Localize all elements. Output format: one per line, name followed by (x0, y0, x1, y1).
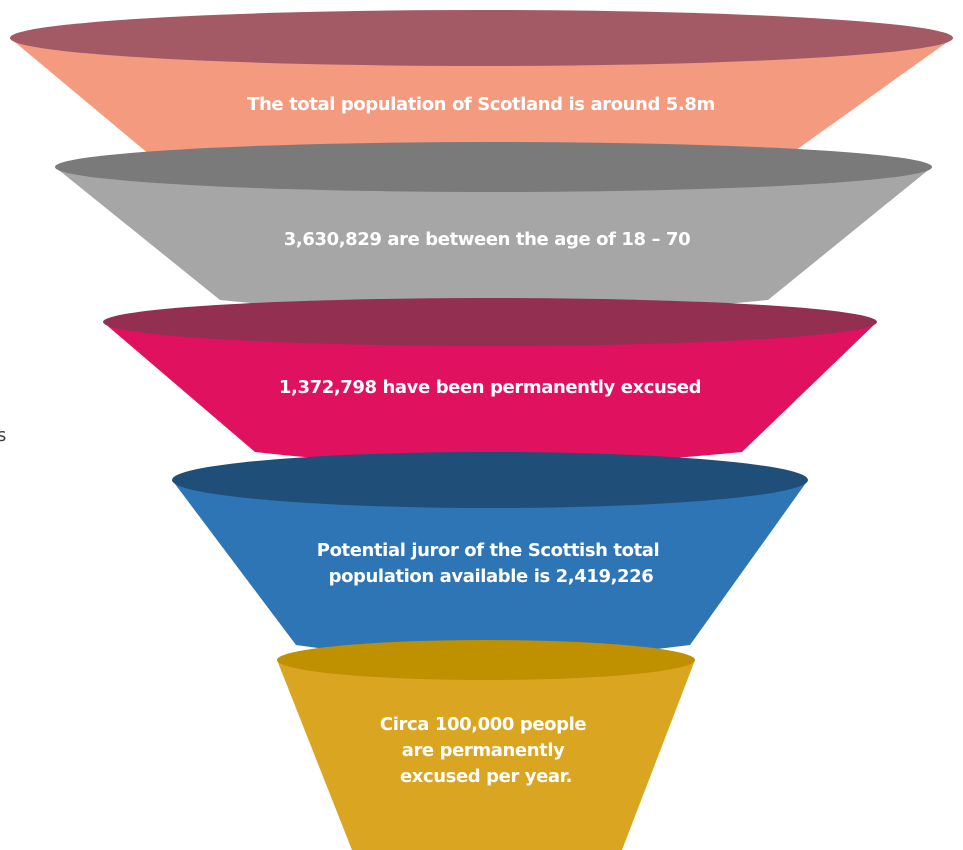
stage-1-label-line-1: The total population of Scotland is arou… (247, 94, 715, 115)
stage-2-label: 3,630,829 are between the age of 18 – 70 (284, 229, 690, 250)
stage-5-rim (277, 640, 695, 680)
stage-1-rim (10, 10, 953, 66)
stage-5-body (277, 660, 695, 850)
stage-4-label-line-1: Potential juror of the Scottish total (317, 540, 660, 561)
stage-5-label: Circa 100,000 people are permanently exc… (380, 714, 592, 787)
stage-5-label-line-3: excused per year. (400, 766, 572, 787)
stage-1-label: The total population of Scotland is arou… (247, 94, 715, 115)
stage-4-label: Potential juror of the Scottish total po… (317, 540, 665, 587)
stage-4-body (172, 480, 808, 659)
stage-4-label-line-2: population available is 2,419,226 (329, 566, 654, 587)
stage-2-label-line-1: 3,630,829 are between the age of 18 – 70 (284, 229, 690, 250)
stage-3-label: 1,372,798 have been permanently excused (279, 377, 701, 398)
stage-2-rim (55, 142, 932, 192)
funnel-stage-3: 1,372,798 have been permanently excused (103, 298, 877, 465)
funnel-stage-2: 3,630,829 are between the age of 18 – 70 (55, 142, 932, 314)
stage-3-label-line-1: 1,372,798 have been permanently excused (279, 377, 701, 398)
stage-3-rim (103, 298, 877, 346)
stage-4-rim (172, 452, 808, 508)
stage-2-body (55, 167, 932, 314)
cropped-margin-text: s (0, 425, 7, 446)
funnel-stage-5: Circa 100,000 people are permanently exc… (277, 640, 695, 850)
funnel-stage-4: Potential juror of the Scottish total po… (172, 452, 808, 659)
stage-5-label-line-2: are permanently (402, 740, 565, 761)
stage-5-label-line-1: Circa 100,000 people (380, 714, 587, 735)
stage-3-body (103, 322, 877, 465)
